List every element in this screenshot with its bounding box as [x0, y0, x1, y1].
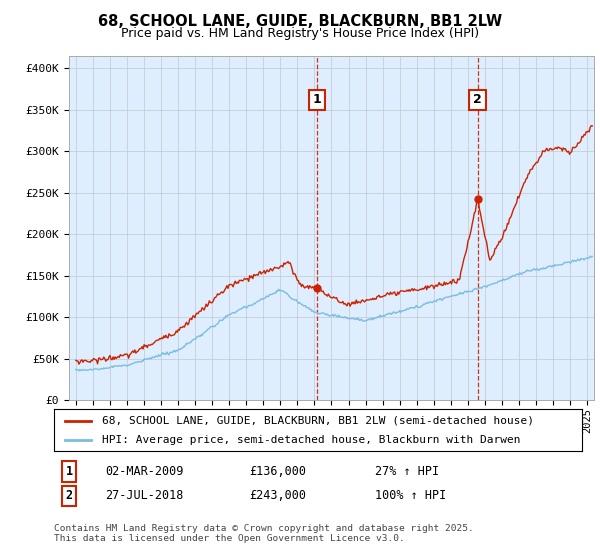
Text: 1: 1: [65, 465, 73, 478]
Text: 68, SCHOOL LANE, GUIDE, BLACKBURN, BB1 2LW (semi-detached house): 68, SCHOOL LANE, GUIDE, BLACKBURN, BB1 2…: [101, 416, 533, 426]
Text: 100% ↑ HPI: 100% ↑ HPI: [375, 489, 446, 502]
Text: HPI: Average price, semi-detached house, Blackburn with Darwen: HPI: Average price, semi-detached house,…: [101, 435, 520, 445]
Text: 1: 1: [313, 94, 322, 106]
Text: Price paid vs. HM Land Registry's House Price Index (HPI): Price paid vs. HM Land Registry's House …: [121, 27, 479, 40]
Text: 68, SCHOOL LANE, GUIDE, BLACKBURN, BB1 2LW: 68, SCHOOL LANE, GUIDE, BLACKBURN, BB1 2…: [98, 14, 502, 29]
Text: 2: 2: [65, 489, 73, 502]
Text: 2: 2: [473, 94, 482, 106]
Text: 27% ↑ HPI: 27% ↑ HPI: [375, 465, 439, 478]
Text: Contains HM Land Registry data © Crown copyright and database right 2025.
This d: Contains HM Land Registry data © Crown c…: [54, 524, 474, 543]
Text: 27-JUL-2018: 27-JUL-2018: [105, 489, 184, 502]
Text: 02-MAR-2009: 02-MAR-2009: [105, 465, 184, 478]
Text: £136,000: £136,000: [249, 465, 306, 478]
Text: £243,000: £243,000: [249, 489, 306, 502]
